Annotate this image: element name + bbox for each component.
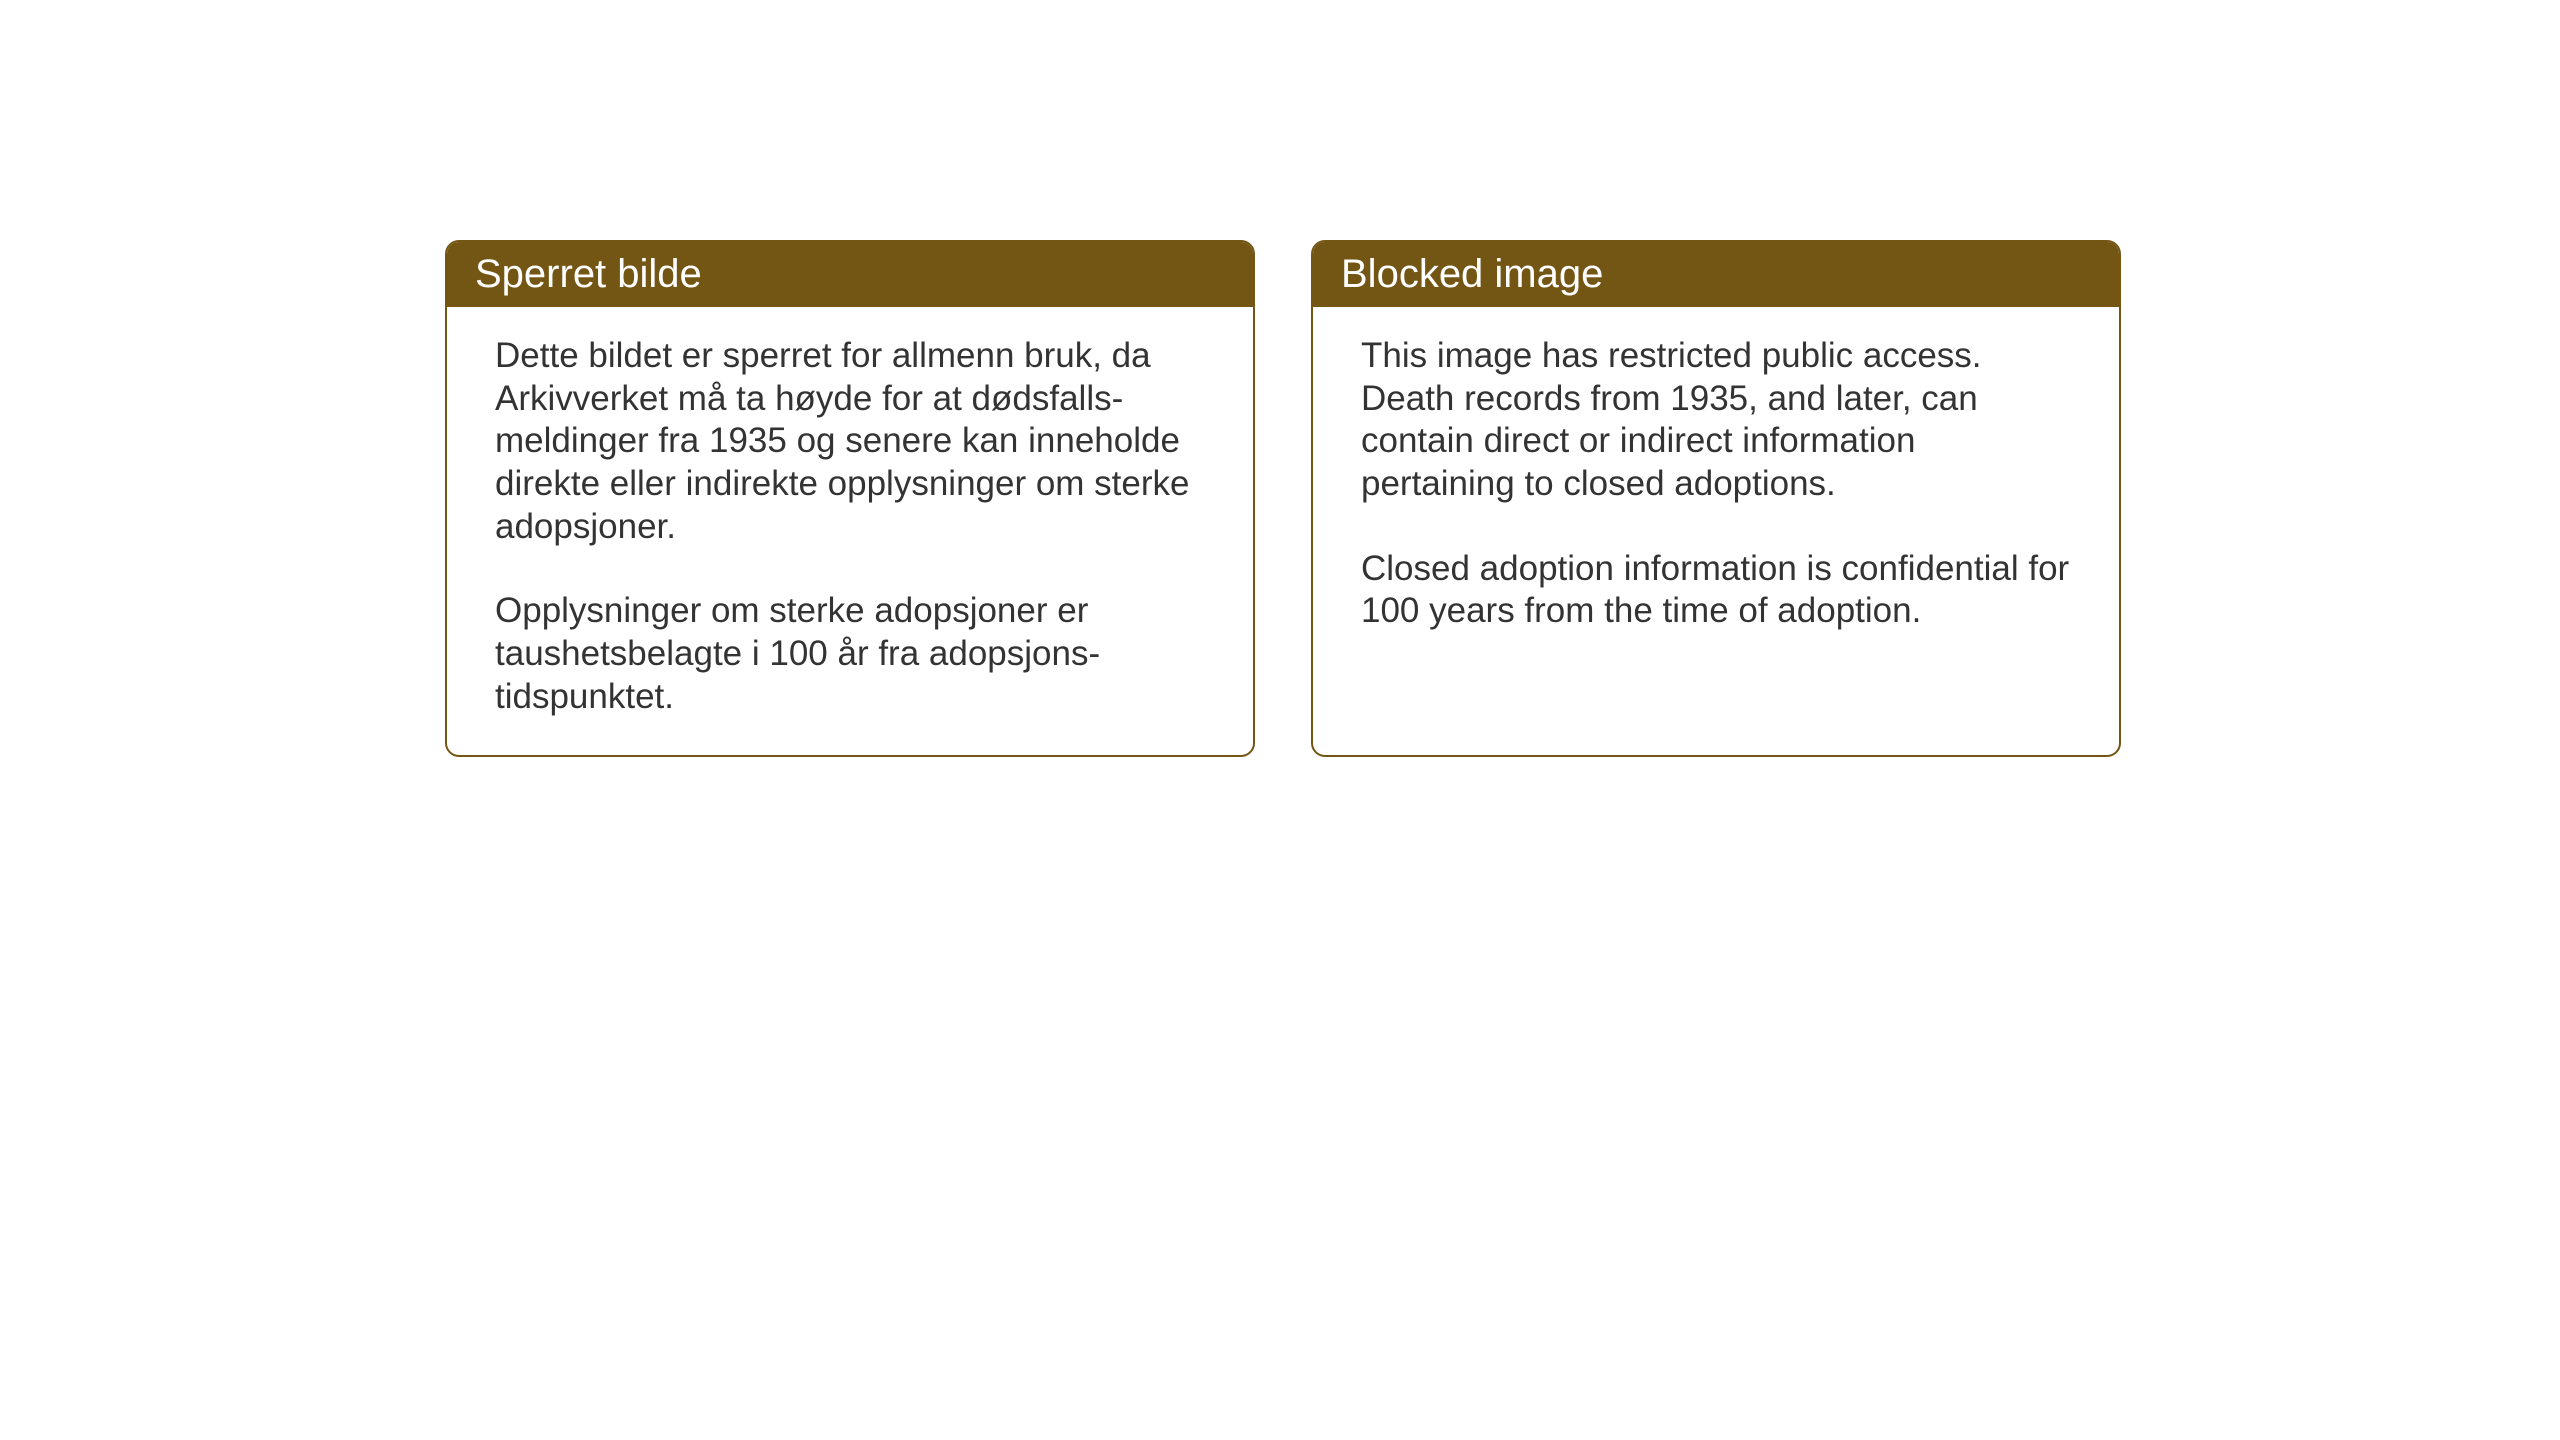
card-title-norwegian: Sperret bilde bbox=[475, 252, 702, 296]
card-paragraph2-norwegian: Opplysninger om sterke adopsjoner er tau… bbox=[495, 590, 1205, 718]
card-norwegian: Sperret bilde Dette bildet er sperret fo… bbox=[445, 240, 1255, 757]
card-title-english: Blocked image bbox=[1341, 252, 1603, 296]
card-body-english: This image has restricted public access.… bbox=[1313, 307, 2119, 669]
cards-container: Sperret bilde Dette bildet er sperret fo… bbox=[445, 240, 2121, 757]
card-paragraph2-english: Closed adoption information is confident… bbox=[1361, 548, 2071, 633]
card-header-norwegian: Sperret bilde bbox=[447, 242, 1253, 307]
card-header-english: Blocked image bbox=[1313, 242, 2119, 307]
card-english: Blocked image This image has restricted … bbox=[1311, 240, 2121, 757]
card-paragraph1-english: This image has restricted public access.… bbox=[1361, 335, 2071, 506]
card-body-norwegian: Dette bildet er sperret for allmenn bruk… bbox=[447, 307, 1253, 755]
card-paragraph1-norwegian: Dette bildet er sperret for allmenn bruk… bbox=[495, 335, 1205, 548]
